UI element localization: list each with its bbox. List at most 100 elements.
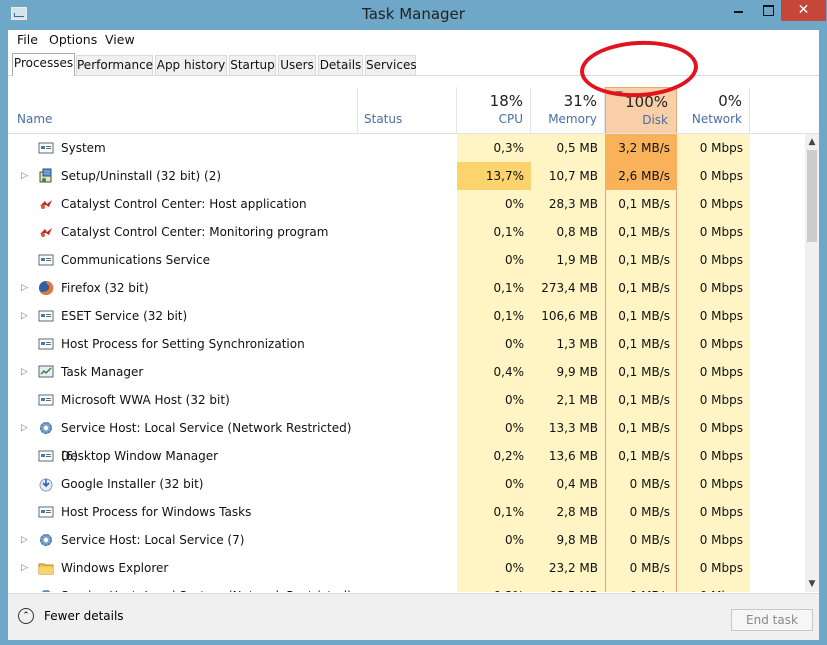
network-column-shade: [677, 134, 750, 592]
tab-users[interactable]: Users: [278, 55, 316, 75]
process-network: 0 Mbps: [699, 337, 743, 351]
process-status: [364, 582, 454, 592]
column-divider[interactable]: [749, 87, 750, 133]
process-network: 0 Mbps: [699, 561, 743, 575]
process-row[interactable]: Host Process for Setting Synchronization…: [8, 330, 805, 358]
process-cpu: 0%: [504, 421, 524, 435]
process-disk: 3,2 MB/s: [605, 134, 677, 162]
process-disk: 2,6 MB/s: [605, 162, 677, 190]
process-row[interactable]: ▷ ESET Service (32 bit) 0,1% 106,6 MB 0,1 MB…: [8, 302, 805, 330]
process-cpu: 0,1%: [493, 309, 525, 323]
process-disk: 0 MB/s: [629, 477, 670, 491]
process-row[interactable]: Desktop Window Manager 0,2% 13,6 MB 0,1 MB/…: [8, 442, 805, 470]
column-divider[interactable]: [456, 87, 457, 133]
menu-options[interactable]: Options: [49, 32, 98, 47]
column-divider[interactable]: [530, 87, 531, 133]
expand-chevron-icon[interactable]: ▷: [21, 563, 28, 573]
process-row[interactable]: Microsoft WWA Host (32 bit) 0% 2,1 MB 0,1 M…: [8, 386, 805, 414]
expand-chevron-icon[interactable]: ▷: [21, 423, 28, 433]
menu-view[interactable]: View: [105, 32, 135, 47]
scroll-down-button[interactable]: ▼: [808, 579, 816, 589]
installer-icon: [38, 168, 54, 184]
expand-chevron-icon[interactable]: ▷: [21, 535, 28, 545]
column-header-cpu[interactable]: 18% CPU: [457, 87, 531, 133]
process-network: 0 Mbps: [699, 141, 743, 155]
column-header-disk[interactable]: 100% Disk: [605, 87, 677, 133]
process-cpu: 0,1%: [493, 505, 525, 519]
process-cpu: 0%: [504, 393, 524, 407]
process-status: [364, 190, 454, 218]
chevron-up-circle-icon: ⌃: [18, 608, 34, 624]
process-row[interactable]: ▷ Service Host: Local System (Network Res…: [8, 582, 805, 592]
scroll-up-button[interactable]: ▲: [808, 137, 816, 147]
column-header-name[interactable]: Name: [8, 87, 358, 133]
process-disk: 0,1 MB/s: [618, 337, 670, 351]
process-network: 0 Mbps: [699, 421, 743, 435]
process-row[interactable]: Communications Service 0% 1,9 MB 0,1 MB/s 0 …: [8, 246, 805, 274]
window-title: Task Manager: [362, 5, 465, 23]
column-cpu-label: CPU: [498, 112, 523, 126]
process-row[interactable]: System 0,3% 0,5 MB 3,2 MB/s 0 Mbps: [8, 134, 805, 162]
end-task-button[interactable]: End task: [731, 609, 813, 631]
column-header-memory[interactable]: 31% Memory: [531, 87, 605, 133]
column-header-network[interactable]: 0% Network: [677, 87, 750, 133]
scroll-thumb[interactable]: [807, 150, 817, 242]
expand-chevron-icon[interactable]: ▷: [21, 367, 28, 377]
expand-chevron-icon[interactable]: ▷: [21, 171, 28, 181]
process-row[interactable]: ▷ Windows Explorer 0% 23,2 MB 0 MB/s 0 Mbps: [8, 554, 805, 582]
expand-chevron-icon[interactable]: ▷: [21, 283, 28, 293]
column-divider[interactable]: [604, 87, 605, 133]
process-network: 0 Mbps: [699, 477, 743, 491]
process-disk: 0,1 MB/s: [618, 309, 670, 323]
close-button[interactable]: ✕: [781, 0, 826, 21]
vertical-scrollbar[interactable]: ▲ ▼: [805, 134, 819, 592]
process-status: [364, 498, 454, 526]
cpu-column-shade: [457, 134, 531, 592]
process-network: 0 Mbps: [699, 309, 743, 323]
minimize-button[interactable]: [721, 0, 755, 21]
process-row[interactable]: Catalyst Control Center: Host applicatio…: [8, 190, 805, 218]
process-list: System 0,3% 0,5 MB 3,2 MB/s 0 Mbps ▷ Setup/Uni…: [8, 134, 805, 592]
process-row[interactable]: Host Process for Windows Tasks 0,1% 2,8 MB…: [8, 498, 805, 526]
expand-chevron-icon[interactable]: ▷: [21, 582, 28, 592]
tab-details[interactable]: Details: [318, 55, 363, 75]
process-memory: 1,3 MB: [556, 337, 598, 351]
tab-app-history[interactable]: App history: [155, 55, 227, 75]
process-row[interactable]: Catalyst Control Center: Monitoring prog…: [8, 218, 805, 246]
expand-chevron-icon[interactable]: ▷: [21, 311, 28, 321]
sort-descending-icon: [615, 91, 623, 95]
process-cpu: 0,2%: [493, 449, 525, 463]
process-name: Service Host: Local Service (Network Res…: [61, 421, 352, 463]
process-disk: 0 MB/s: [605, 582, 677, 592]
tab-startup[interactable]: Startup: [229, 55, 276, 75]
task-manager-app-icon: [11, 7, 27, 20]
tab-services[interactable]: Services: [365, 55, 417, 75]
process-cpu: 0,1%: [493, 281, 525, 295]
process-row[interactable]: ▷ Service Host: Local Service (Network Re…: [8, 414, 805, 463]
task-manager-icon: [38, 364, 54, 380]
process-cpu: 0,4%: [493, 365, 525, 379]
menu-file[interactable]: File: [17, 32, 38, 47]
process-cpu: 0%: [504, 197, 524, 211]
process-memory: 9,9 MB: [556, 365, 598, 379]
process-disk: 0,1 MB/s: [618, 197, 670, 211]
process-status: [364, 554, 454, 582]
column-name-label: Name: [17, 112, 53, 126]
process-network: 0 Mbps: [699, 225, 743, 239]
disk-total-percent: 100%: [625, 93, 668, 111]
process-row[interactable]: ▷ Firefox (32 bit) 0,1% 273,4 MB 0,1 MB/s 0 M…: [8, 274, 805, 302]
maximize-button[interactable]: [755, 0, 781, 21]
process-network: 0 Mbps: [699, 253, 743, 267]
process-row[interactable]: Google Installer (32 bit) 0% 0,4 MB 0 MB/s 0…: [8, 470, 805, 498]
process-name: Firefox (32 bit): [61, 281, 149, 295]
tab-processes[interactable]: Processes: [12, 53, 75, 76]
column-header-status[interactable]: Status: [358, 87, 457, 133]
process-network: 0 Mbps: [699, 393, 743, 407]
process-memory: 10,7 MB: [548, 169, 598, 183]
process-name: Communications Service: [61, 253, 210, 267]
process-row[interactable]: ▷ Task Manager 0,4% 9,9 MB 0,1 MB/s 0 Mbps: [8, 358, 805, 386]
process-row[interactable]: ▷ Setup/Uninstall (32 bit) (2) 13,7% 10,7 M…: [8, 162, 805, 190]
process-row[interactable]: ▷ Service Host: Local Service (7) 0% 9,8 MB…: [8, 526, 805, 554]
column-divider[interactable]: [357, 87, 358, 133]
tab-performance[interactable]: Performance: [76, 55, 153, 75]
